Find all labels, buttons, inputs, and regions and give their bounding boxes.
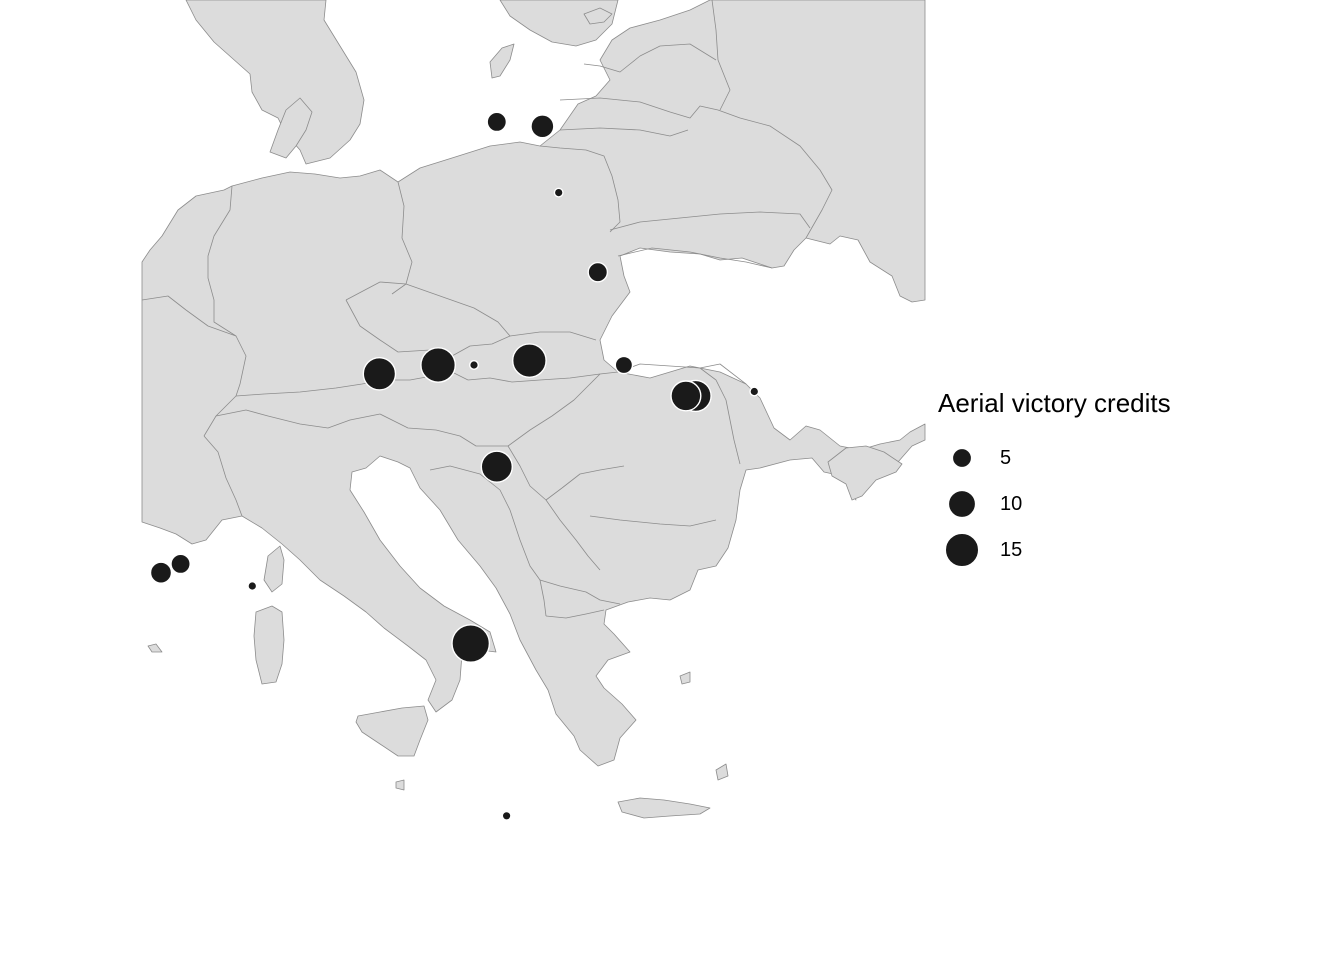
border <box>429 465 511 511</box>
border <box>559 127 689 137</box>
legend-title: Aerial victory credits <box>938 388 1171 418</box>
legend-item: 10 <box>938 481 1171 527</box>
land-crete <box>617 797 711 819</box>
victory-marker <box>362 356 397 391</box>
legend-symbol-large <box>944 532 980 568</box>
border <box>717 109 833 239</box>
legend-circle <box>951 447 973 469</box>
border <box>561 465 625 489</box>
victory-marker <box>149 561 173 584</box>
land-corsica <box>263 545 285 593</box>
border <box>545 499 601 571</box>
legend-key <box>938 435 986 481</box>
legend: Aerial victory credits 5 10 15 <box>938 388 1171 573</box>
land-gotland <box>489 43 515 79</box>
victory-marker <box>614 355 634 375</box>
legend-circle <box>944 532 980 568</box>
border <box>559 97 719 119</box>
legend-label: 5 <box>1000 446 1012 469</box>
land-crimea <box>827 445 903 501</box>
legend-key <box>938 481 986 527</box>
border <box>345 281 511 357</box>
victory-marker <box>587 261 609 283</box>
country-borders <box>141 0 833 619</box>
border <box>207 185 247 397</box>
victory-marker <box>170 553 191 575</box>
legend-symbol-small <box>951 447 973 469</box>
border <box>509 509 541 581</box>
legend-label: 10 <box>1000 492 1023 515</box>
border <box>203 435 243 517</box>
victory-marker <box>451 624 491 663</box>
victory-marker <box>469 360 480 371</box>
legend-circle <box>947 489 977 519</box>
border <box>539 145 621 233</box>
victory-marker <box>749 386 760 397</box>
victory-marker <box>420 347 456 383</box>
land-sardinia <box>253 605 285 685</box>
border <box>583 43 717 73</box>
victory-marker <box>480 450 513 483</box>
border <box>391 181 413 295</box>
victory-marker <box>486 111 508 133</box>
land-island <box>679 671 691 685</box>
land-saaremaa <box>583 7 613 25</box>
land-finland <box>499 0 619 47</box>
border <box>507 445 563 501</box>
land-sicily <box>355 705 429 757</box>
legend-item: 5 <box>938 435 1171 481</box>
victory-marker <box>501 810 512 821</box>
land-island <box>395 779 405 791</box>
land-island <box>715 763 729 781</box>
border <box>711 0 731 111</box>
border <box>539 579 547 617</box>
legend-item: 15 <box>938 527 1171 573</box>
land-layer <box>141 0 926 819</box>
land-denmark <box>269 97 313 159</box>
border <box>609 211 811 231</box>
border <box>617 363 741 465</box>
border <box>215 409 381 429</box>
border <box>617 247 773 269</box>
victory-marker <box>512 343 547 378</box>
border <box>589 515 717 527</box>
border <box>539 579 621 605</box>
victory-marker <box>530 114 555 139</box>
border <box>699 363 747 385</box>
victory-marker <box>553 187 564 198</box>
legend-symbol-medium <box>947 489 977 519</box>
marker-layer <box>149 111 760 821</box>
legend-label: 15 <box>1000 538 1023 561</box>
land-island <box>147 643 163 653</box>
border <box>509 331 597 341</box>
legend-key <box>938 527 986 573</box>
victory-marker <box>247 581 258 592</box>
border <box>141 295 237 337</box>
border <box>507 373 601 447</box>
border <box>545 609 605 619</box>
victory-marker <box>670 380 702 412</box>
land-scandinavia <box>185 0 365 165</box>
border <box>379 413 508 447</box>
